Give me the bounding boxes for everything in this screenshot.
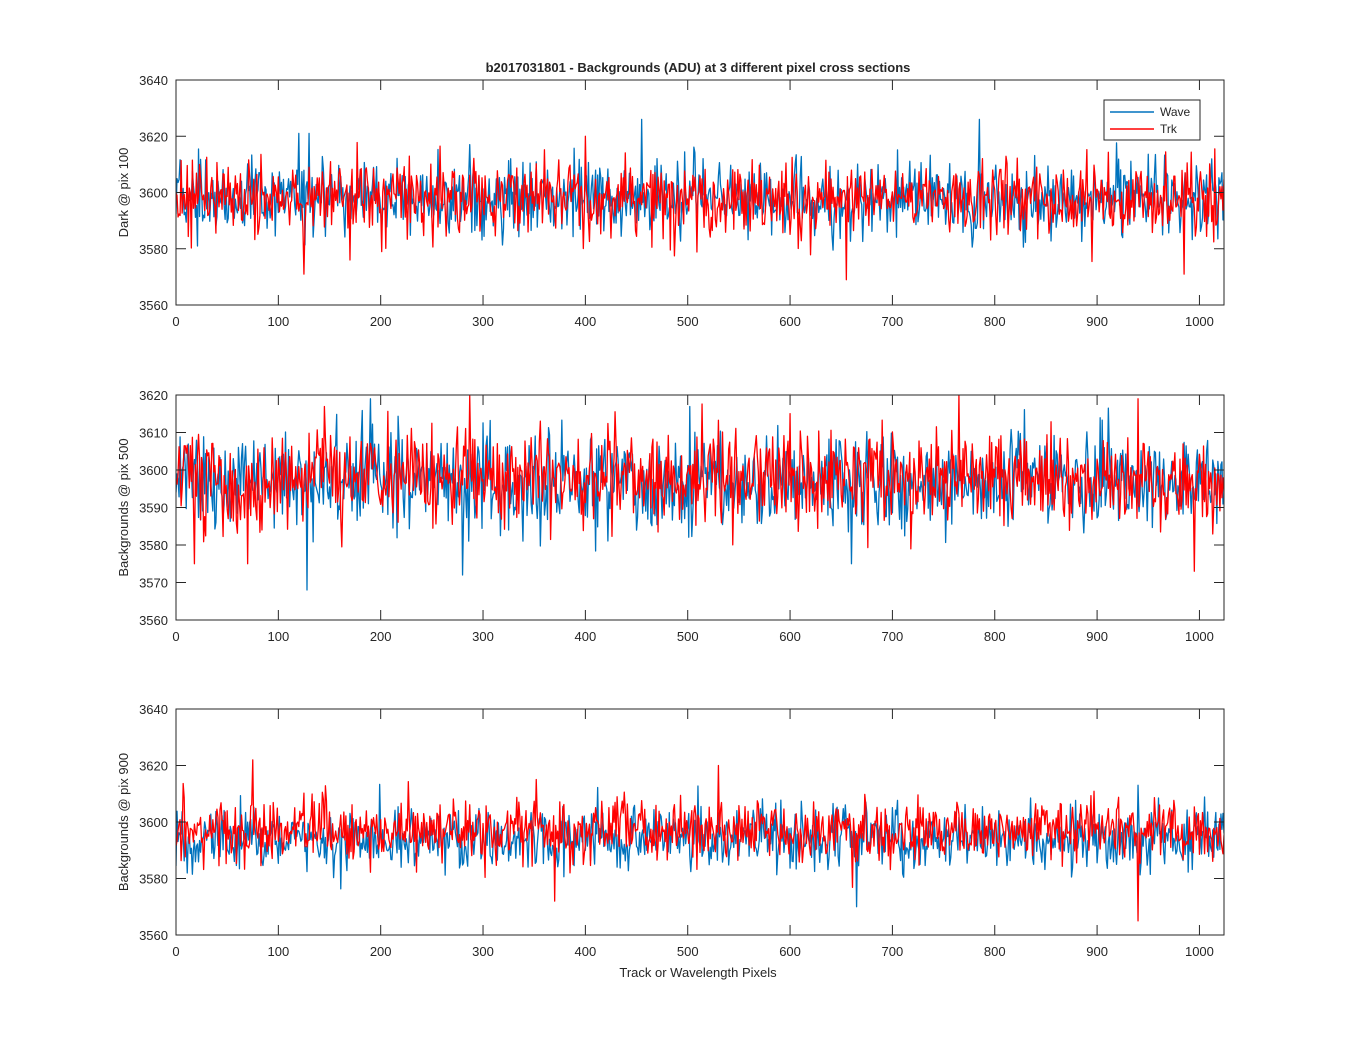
y-tick-label: 3580 <box>139 538 168 553</box>
x-tick-label: 500 <box>677 944 699 959</box>
x-tick-label: 400 <box>575 314 597 329</box>
x-tick-label: 200 <box>370 629 392 644</box>
legend: Wave Trk <box>1103 99 1201 141</box>
y-tick-label: 3580 <box>139 872 168 887</box>
x-axis-label: Track or Wavelength Pixels <box>619 965 777 980</box>
x-tick-label: 900 <box>1086 629 1108 644</box>
x-tick-label: 1000 <box>1185 944 1214 959</box>
y-tick-label: 3560 <box>139 613 168 628</box>
series-line-trk <box>176 395 1224 572</box>
x-tick-label: 100 <box>267 314 289 329</box>
x-tick-label: 200 <box>370 944 392 959</box>
subplot-dark-pix-100: 0 100 200 300 400 500 600 700 800 900 1000 3560 3580… <box>116 73 1225 329</box>
x-tick-label: 1000 <box>1185 314 1214 329</box>
x-tick-label: 500 <box>677 629 699 644</box>
x-tick-label: 300 <box>472 629 494 644</box>
subplot-backgrounds-pix-500: 0 100 200 300 400 500 600 700 800 900 1000 3560 3570… <box>116 388 1225 644</box>
y-tick-label: 3560 <box>139 298 168 313</box>
x-tick-label: 700 <box>882 314 904 329</box>
y-tick-label: 3560 <box>139 928 168 943</box>
y-axis-label: Backgrounds @ pix 500 <box>116 438 131 576</box>
y-tick-label: 3590 <box>139 501 168 516</box>
x-tick-label: 800 <box>984 314 1006 329</box>
x-tick-label: 100 <box>267 629 289 644</box>
y-tick-label: 3620 <box>139 388 168 403</box>
x-tick-label: 900 <box>1086 314 1108 329</box>
plot-area <box>176 395 1224 620</box>
x-tick-label: 500 <box>677 314 699 329</box>
y-tick-label: 3640 <box>139 73 168 88</box>
x-tick-label: 600 <box>779 314 801 329</box>
x-tick-label: 100 <box>267 944 289 959</box>
x-tick-label: 300 <box>472 314 494 329</box>
x-tick-label: 1000 <box>1185 629 1214 644</box>
y-tick-label: 3610 <box>139 426 168 441</box>
x-tick-label: 900 <box>1086 944 1108 959</box>
x-tick-label: 300 <box>472 944 494 959</box>
x-tick-label: 600 <box>779 944 801 959</box>
series-line-trk <box>176 759 1224 922</box>
x-tick-label: 400 <box>575 629 597 644</box>
x-tick-label: 800 <box>984 944 1006 959</box>
y-tick-label: 3580 <box>139 242 168 257</box>
x-tick-label: 700 <box>882 944 904 959</box>
legend-label-trk: Trk <box>1160 122 1178 136</box>
y-tick-label: 3620 <box>139 759 168 774</box>
y-tick-label: 3570 <box>139 576 168 591</box>
y-tick-label: 3640 <box>139 702 168 717</box>
figure-title: b2017031801 - Backgrounds (ADU) at 3 dif… <box>486 60 911 75</box>
x-tick-label: 400 <box>575 944 597 959</box>
x-tick-label: 700 <box>882 629 904 644</box>
legend-label-wave: Wave <box>1160 105 1191 119</box>
y-tick-label: 3600 <box>139 815 168 830</box>
y-axis-label: Backgrounds @ pix 900 <box>116 753 131 891</box>
series-line-trk <box>176 135 1224 281</box>
x-tick-label: 600 <box>779 629 801 644</box>
y-tick-label: 3620 <box>139 129 168 144</box>
y-axis-label: Dark @ pix 100 <box>116 148 131 238</box>
x-tick-label: 0 <box>172 629 179 644</box>
y-tick-label: 3600 <box>139 463 168 478</box>
y-tick-label: 3600 <box>139 186 168 201</box>
x-tick-label: 800 <box>984 629 1006 644</box>
x-tick-label: 200 <box>370 314 392 329</box>
subplot-backgrounds-pix-900: 0 100 200 300 400 500 600 700 800 900 1000 3560 3580… <box>116 702 1225 959</box>
x-tick-label: 0 <box>172 314 179 329</box>
x-tick-label: 0 <box>172 944 179 959</box>
